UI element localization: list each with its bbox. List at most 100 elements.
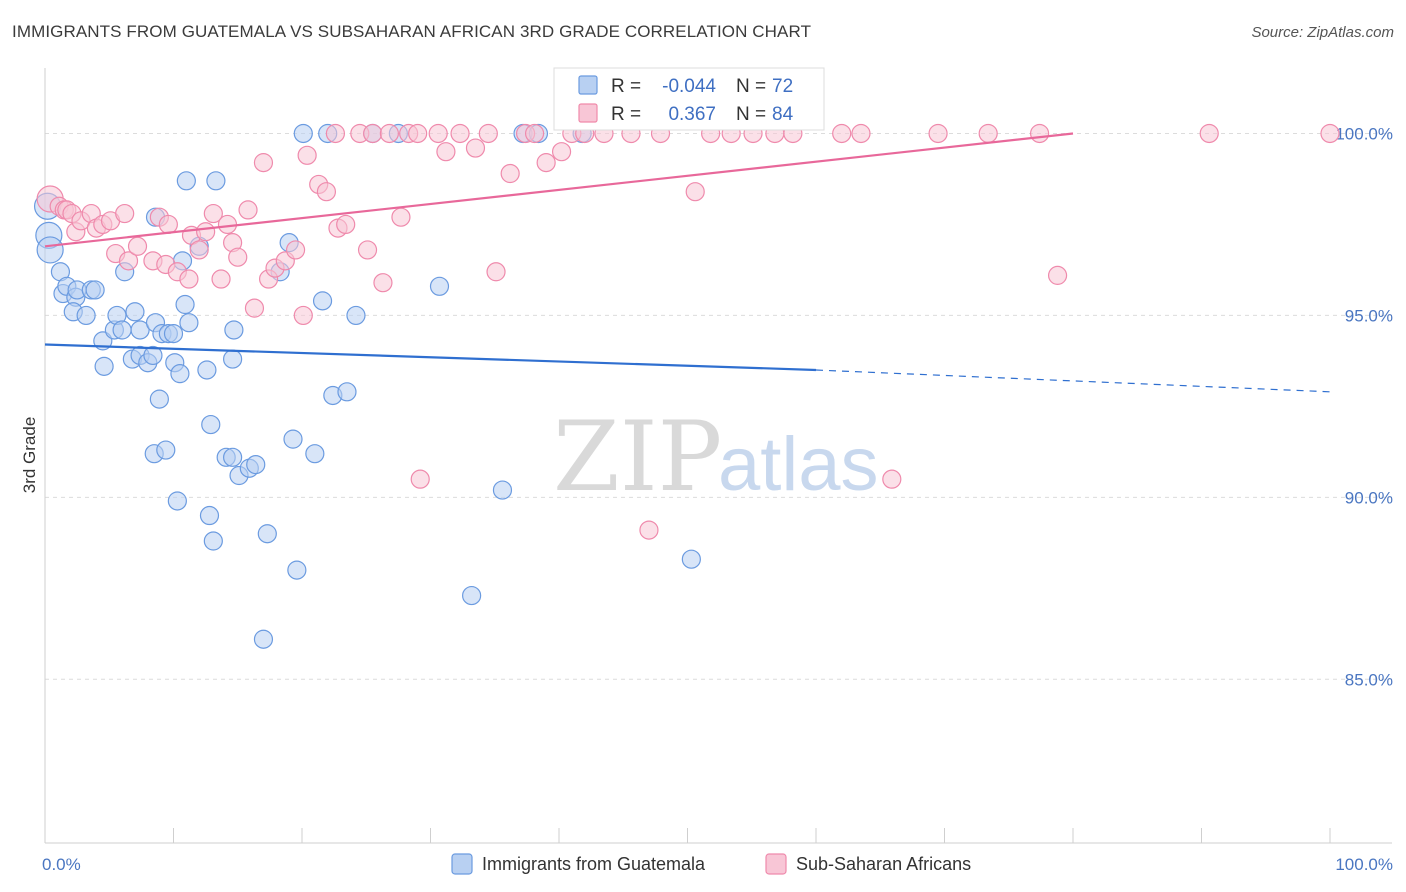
point-subsaharan bbox=[203, 203, 223, 224]
point-subsaharan bbox=[928, 123, 948, 144]
point-subsaharan bbox=[1199, 123, 1219, 144]
watermark-zip: ZIP bbox=[553, 401, 722, 513]
point-subsaharan bbox=[410, 469, 430, 489]
point-guatemala bbox=[167, 491, 187, 511]
point-guatemala bbox=[492, 480, 513, 500]
point-subsaharan bbox=[118, 251, 139, 271]
trend-guatemala bbox=[44, 343, 817, 372]
series-legend-label: Immigrants from Guatemala bbox=[482, 854, 706, 874]
point-subsaharan bbox=[115, 203, 135, 224]
point-guatemala bbox=[130, 320, 150, 340]
point-guatemala bbox=[143, 345, 163, 366]
point-subsaharan bbox=[408, 123, 428, 144]
legend-n-label: N = bbox=[736, 104, 766, 125]
point-guatemala bbox=[163, 324, 184, 344]
trend-subsaharan bbox=[44, 132, 1074, 248]
point-subsaharan bbox=[357, 240, 378, 260]
y-tick-label: 100.0% bbox=[1335, 124, 1393, 143]
point-subsaharan bbox=[524, 123, 545, 144]
trend-lines bbox=[44, 132, 1331, 393]
point-subsaharan bbox=[450, 123, 470, 144]
point-subsaharan bbox=[179, 269, 199, 289]
series-legend-label: Sub-Saharan Africans bbox=[796, 854, 971, 874]
point-subsaharan bbox=[244, 298, 265, 318]
point-subsaharan bbox=[465, 138, 486, 158]
point-guatemala bbox=[283, 429, 303, 449]
point-subsaharan bbox=[832, 123, 852, 144]
legend-r-value: 0.367 bbox=[668, 104, 716, 125]
point-guatemala bbox=[149, 389, 169, 409]
series-legend-swatch bbox=[451, 853, 473, 875]
point-guatemala bbox=[175, 294, 195, 315]
point-guatemala bbox=[253, 629, 274, 649]
point-guatemala bbox=[293, 123, 313, 144]
series-legend: Immigrants from Guatemala Sub-Saharan Afr… bbox=[451, 853, 971, 875]
point-subsaharan bbox=[551, 142, 572, 162]
watermark: ZIP atlas bbox=[553, 401, 879, 513]
x-tick-label: 100.0% bbox=[1335, 855, 1393, 874]
point-guatemala bbox=[429, 276, 450, 296]
point-guatemala bbox=[346, 305, 366, 326]
point-guatemala bbox=[246, 454, 266, 475]
point-subsaharan bbox=[536, 153, 556, 173]
point-subsaharan bbox=[325, 123, 346, 144]
point-guatemala bbox=[287, 560, 307, 580]
point-guatemala bbox=[199, 505, 220, 526]
y-axis-label: 3rd Grade bbox=[20, 417, 39, 494]
point-subsaharan bbox=[1320, 123, 1340, 144]
point-subsaharan bbox=[238, 200, 258, 220]
point-guatemala bbox=[94, 356, 114, 376]
data-points bbox=[33, 123, 1340, 649]
legend-n-value: 72 bbox=[772, 76, 793, 97]
point-guatemala bbox=[176, 171, 196, 191]
point-subsaharan bbox=[285, 240, 306, 260]
point-subsaharan bbox=[639, 520, 659, 540]
x-tick-label: 0.0% bbox=[42, 855, 81, 874]
y-tick-label: 85.0% bbox=[1345, 670, 1393, 689]
point-subsaharan bbox=[379, 123, 399, 144]
legend-swatch bbox=[578, 103, 598, 123]
point-subsaharan bbox=[228, 247, 248, 267]
point-subsaharan bbox=[363, 123, 383, 144]
point-subsaharan bbox=[158, 214, 178, 235]
point-guatemala bbox=[203, 531, 223, 551]
legend-n-value: 84 bbox=[772, 104, 794, 125]
point-guatemala bbox=[257, 524, 277, 544]
point-subsaharan bbox=[1029, 123, 1050, 144]
point-subsaharan bbox=[436, 142, 456, 162]
point-guatemala bbox=[462, 585, 482, 606]
legend-r-value: -0.044 bbox=[662, 76, 716, 97]
point-guatemala bbox=[112, 320, 132, 340]
point-guatemala bbox=[312, 291, 333, 311]
point-guatemala bbox=[223, 349, 243, 369]
legend: R = -0.044 N = 72 R = 0.367 N = 84 bbox=[553, 67, 825, 131]
point-subsaharan bbox=[189, 240, 209, 260]
point-subsaharan bbox=[211, 269, 231, 289]
point-subsaharan bbox=[217, 214, 238, 235]
tick-labels: 85.0% 90.0% 95.0% 100.0% 0.0% 100.0% bbox=[42, 124, 1393, 874]
point-guatemala bbox=[337, 382, 357, 402]
y-tick-label: 95.0% bbox=[1345, 306, 1393, 325]
point-guatemala bbox=[156, 440, 176, 460]
point-subsaharan bbox=[428, 123, 448, 144]
point-subsaharan bbox=[882, 469, 902, 489]
legend-n-label: N = bbox=[736, 76, 766, 97]
chart-source: Source: ZipAtlas.com bbox=[1251, 24, 1394, 41]
legend-box bbox=[553, 67, 825, 131]
point-subsaharan bbox=[253, 153, 274, 173]
point-guatemala bbox=[681, 549, 701, 569]
watermark-atlas: atlas bbox=[718, 422, 879, 507]
point-guatemala bbox=[76, 305, 96, 326]
point-guatemala bbox=[223, 447, 243, 467]
legend-r-label: R = bbox=[611, 104, 641, 125]
point-subsaharan bbox=[316, 182, 337, 202]
point-subsaharan bbox=[500, 163, 520, 184]
point-guatemala bbox=[36, 236, 64, 264]
point-subsaharan bbox=[1047, 265, 1068, 285]
point-subsaharan bbox=[127, 236, 148, 256]
legend-swatch bbox=[578, 75, 598, 95]
point-subsaharan bbox=[486, 262, 506, 282]
point-subsaharan bbox=[336, 214, 356, 235]
chart-title: IMMIGRANTS FROM GUATEMALA VS SUBSAHARAN … bbox=[12, 22, 812, 41]
